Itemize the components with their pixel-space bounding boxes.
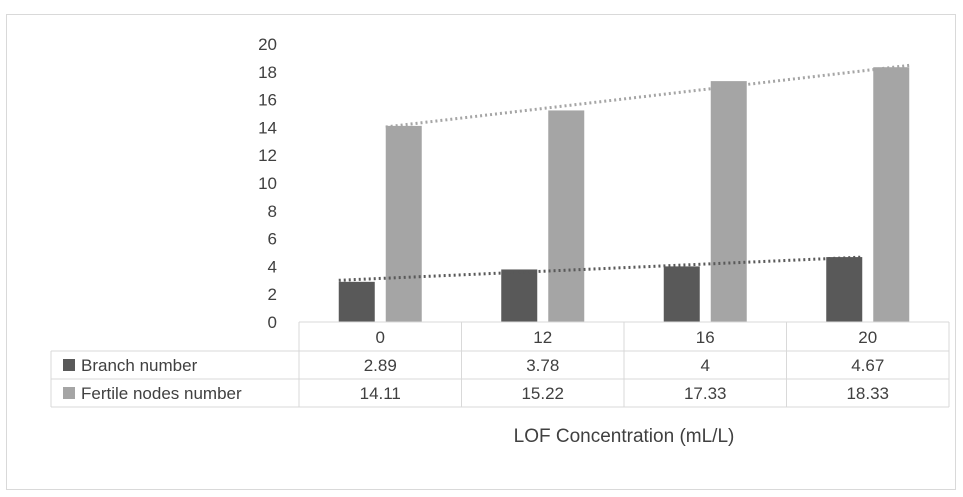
data-label-1-2: 17.33 <box>684 384 727 403</box>
bar-0-0 <box>338 281 375 322</box>
bar-1-0 <box>385 125 422 322</box>
y-tick-label: 10 <box>258 174 277 193</box>
bar-1-3 <box>873 67 910 322</box>
x-tick-label: 20 <box>858 328 877 347</box>
legend-label-1: Fertile nodes number <box>81 384 242 403</box>
y-tick-label: 8 <box>268 202 277 221</box>
bar-0-1 <box>501 269 538 322</box>
x-tick-label: 12 <box>533 328 552 347</box>
legend-label-0: Branch number <box>81 356 198 375</box>
data-label-0-1: 3.78 <box>526 356 559 375</box>
data-label-0-2: 4 <box>701 356 710 375</box>
y-tick-label: 2 <box>268 285 277 304</box>
x-tick-label: 16 <box>696 328 715 347</box>
bar-0-3 <box>826 257 863 322</box>
data-label-1-1: 15.22 <box>521 384 564 403</box>
legend-key-0 <box>63 359 75 371</box>
data-label-1-3: 18.33 <box>846 384 889 403</box>
data-label-1-0: 14.11 <box>360 384 401 403</box>
legend-key-1 <box>63 387 75 399</box>
chart-frame <box>6 14 956 490</box>
x-axis-title: LOF Concentration (mL/L) <box>514 426 735 447</box>
y-tick-label: 4 <box>268 257 277 276</box>
bar-0-2 <box>663 266 700 322</box>
bar-1-1 <box>548 110 585 322</box>
y-tick-label: 6 <box>268 230 277 249</box>
x-tick-label: 0 <box>376 328 385 347</box>
y-tick-label: 0 <box>268 313 277 332</box>
bar-1-2 <box>710 81 747 322</box>
data-label-0-3: 4.67 <box>851 356 884 375</box>
y-tick-label: 14 <box>258 118 277 137</box>
data-label-0-0: 2.89 <box>364 356 397 375</box>
y-tick-label: 20 <box>258 35 277 54</box>
trendline-1 <box>385 63 910 129</box>
y-tick-label: 18 <box>258 63 277 82</box>
y-tick-label: 16 <box>258 91 277 110</box>
trendline-0 <box>338 255 863 282</box>
y-tick-label: 12 <box>258 146 277 165</box>
